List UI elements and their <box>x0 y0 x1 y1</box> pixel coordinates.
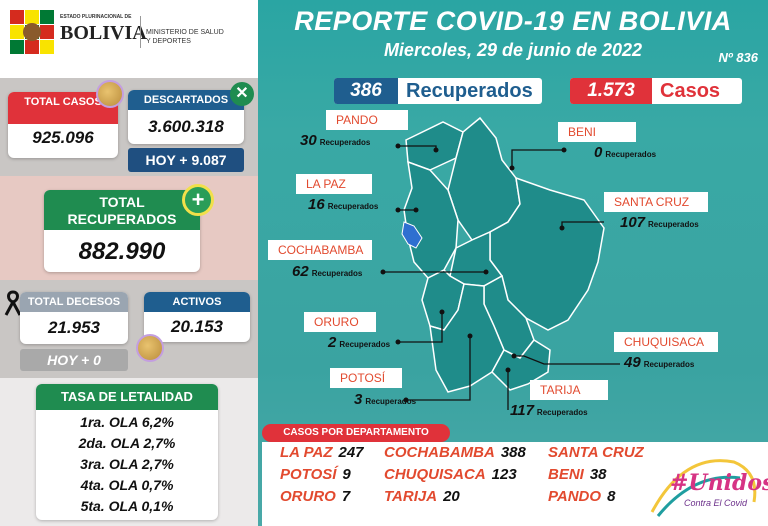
fatality-rate-list: 1ra. OLA 6,2% 2da. OLA 2,7% 3ra. OLA 2,7… <box>36 412 218 517</box>
active-cases-value: 20.153 <box>171 317 223 336</box>
fatality-rate-row: 5ta. OLA 0,1% <box>80 498 174 514</box>
government-logo: ESTADO PLURINACIONAL DE BOLIVIA MINISTER… <box>0 0 232 72</box>
dept-label-la-paz: LA PAZ <box>296 174 372 194</box>
mourning-ribbon-icon <box>4 290 22 316</box>
dept-recovered-tarija: 117 Recuperados <box>510 402 588 419</box>
total-deaths-value: 21.953 <box>48 318 100 337</box>
case-potosi: POTOSÍ 9 <box>280 466 351 483</box>
discarded-label: DESCARTADOS <box>128 90 244 110</box>
case-tarija: TARIJA 20 <box>384 488 460 505</box>
close-x-icon: ✕ <box>230 82 254 106</box>
total-deaths-label: TOTAL DECESOS <box>20 292 128 312</box>
logo-bolivia-text: BOLIVIA <box>60 22 147 44</box>
unidos-campaign-logo: #Unidos Contra El Covid <box>644 442 768 526</box>
dept-label-beni: BENI <box>558 122 636 142</box>
unidos-logo-art <box>650 459 757 517</box>
virus-icon <box>136 334 164 362</box>
daily-recovered-label: Recuperados <box>406 80 533 102</box>
dept-recovered-cochabamba: 62 Recuperados <box>292 263 363 280</box>
dept-label-oruro: ORURO <box>304 312 376 332</box>
logo-ministry-text: MINISTERIO DE SALUD Y DEPORTES <box>146 29 224 45</box>
case-oruro: ORURO 7 <box>280 488 351 505</box>
logo-estado-text: ESTADO PLURINACIONAL DE <box>60 14 132 20</box>
dept-label-pando: PANDO <box>326 110 408 130</box>
dept-label-cochabamba: COCHABAMBA <box>268 240 372 260</box>
dept-recovered-potosi: 3 Recuperados <box>354 391 417 408</box>
dept-recovered-chuquisaca: 49 Recuperados <box>624 354 695 371</box>
daily-recovered-pill: 386 Recuperados <box>334 78 542 104</box>
total-cases-value: 925.096 <box>32 128 94 147</box>
map-region-tarija <box>491 339 551 391</box>
case-beni: BENI 38 <box>548 466 607 483</box>
dept-label-santa-cruz: SANTA CRUZ <box>604 192 708 212</box>
discarded-value: 3.600.318 <box>148 117 224 136</box>
dept-recovered-oruro: 2 Recuperados <box>328 334 391 351</box>
map-region-santa-cruz <box>489 176 605 331</box>
bolivia-map <box>380 116 620 410</box>
daily-cases-pill: 1.573 Casos <box>570 78 742 104</box>
report-date: Miercoles, 29 de junio de 2022 <box>383 40 643 60</box>
plus-icon: + <box>182 184 214 216</box>
bolivia-emblem-icon <box>10 10 54 54</box>
logo-divider <box>140 16 141 48</box>
dept-label-potosi: POTOSÍ <box>330 368 402 388</box>
dept-label-chuquisaca: CHUQUISACA <box>614 332 718 352</box>
cases-by-department-title: CASOS POR DEPARTAMENTO <box>262 424 450 442</box>
deaths-today: HOY + 0 <box>20 349 128 371</box>
dept-recovered-santa-cruz: 107 Recuperados <box>620 214 699 231</box>
cases-by-department-area <box>262 442 644 526</box>
fatality-rate-row: 3ra. OLA 2,7% <box>80 456 174 472</box>
total-recovered-value: 882.990 <box>78 238 166 265</box>
daily-cases-label: Casos <box>660 80 721 102</box>
case-cochabamba: COCHABAMBA 388 <box>384 444 526 461</box>
dept-recovered-pando: 30 Recuperados <box>300 132 371 149</box>
lake-titicaca-icon <box>401 221 423 249</box>
dept-recovered-beni: 0 Recuperados <box>594 144 657 161</box>
fatality-rate-title: TASA DE LETALIDAD <box>36 384 218 410</box>
active-cases-label: ACTIVOS <box>144 292 250 312</box>
total-recovered-label: TOTAL RECUPERADOS <box>44 190 200 230</box>
left-summary-column: ESTADO PLURINACIONAL DE BOLIVIA MINISTER… <box>0 0 258 526</box>
fatality-rate-row: 1ra. OLA 6,2% <box>80 414 174 430</box>
unidos-hashtag: #Unidos <box>670 470 768 496</box>
fatality-rate-row: 4ta. OLA 0,7% <box>80 477 174 493</box>
report-title: REPORTE COVID-19 EN BOLIVIA <box>294 6 732 36</box>
virus-icon <box>96 80 124 108</box>
discarded-today: HOY + 9.087 <box>128 148 244 172</box>
unidos-tagline: Contra El Covid <box>684 498 748 508</box>
case-la-paz: LA PAZ 247 <box>280 444 364 461</box>
daily-recovered-number: 386 <box>334 78 398 104</box>
report-number: Nº 836 <box>718 50 758 65</box>
dept-label-tarija: TARIJA <box>530 380 608 400</box>
fatality-rate-row: 2da. OLA 2,7% <box>78 435 176 451</box>
daily-cases-number: 1.573 <box>570 78 652 104</box>
case-chuquisaca: CHUQUISACA 123 <box>384 466 517 483</box>
dept-recovered-la-paz: 16 Recuperados <box>308 196 379 213</box>
map-region-potosi <box>429 283 505 393</box>
case-pando: PANDO 8 <box>548 488 616 505</box>
